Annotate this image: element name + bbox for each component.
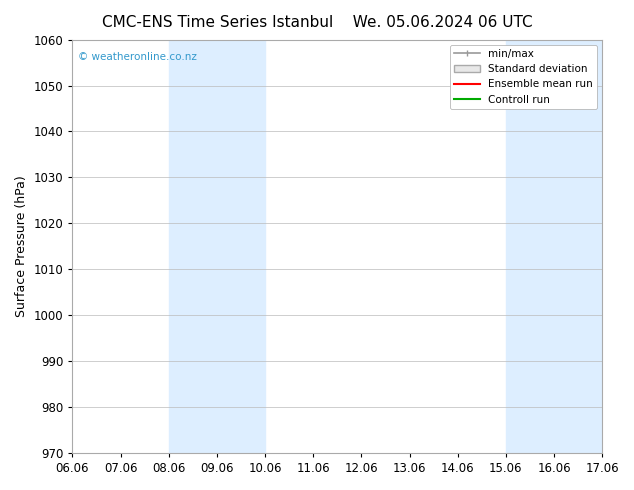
Bar xyxy=(506,40,602,453)
Text: © weatheronline.co.nz: © weatheronline.co.nz xyxy=(77,52,197,62)
Legend: min/max, Standard deviation, Ensemble mean run, Controll run: min/max, Standard deviation, Ensemble me… xyxy=(450,45,597,109)
Bar xyxy=(169,40,265,453)
Text: CMC-ENS Time Series Istanbul    We. 05.06.2024 06 UTC: CMC-ENS Time Series Istanbul We. 05.06.2… xyxy=(101,15,533,30)
Y-axis label: Surface Pressure (hPa): Surface Pressure (hPa) xyxy=(15,175,28,317)
